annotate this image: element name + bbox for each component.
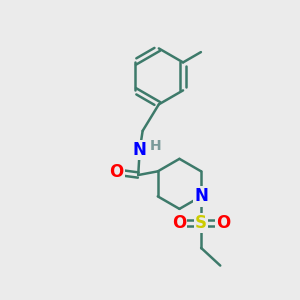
Text: N: N [194,188,208,206]
Text: O: O [172,214,186,232]
Text: O: O [109,163,123,181]
Text: H: H [150,140,162,154]
Text: O: O [216,214,230,232]
Text: S: S [195,214,207,232]
Text: N: N [133,141,147,159]
